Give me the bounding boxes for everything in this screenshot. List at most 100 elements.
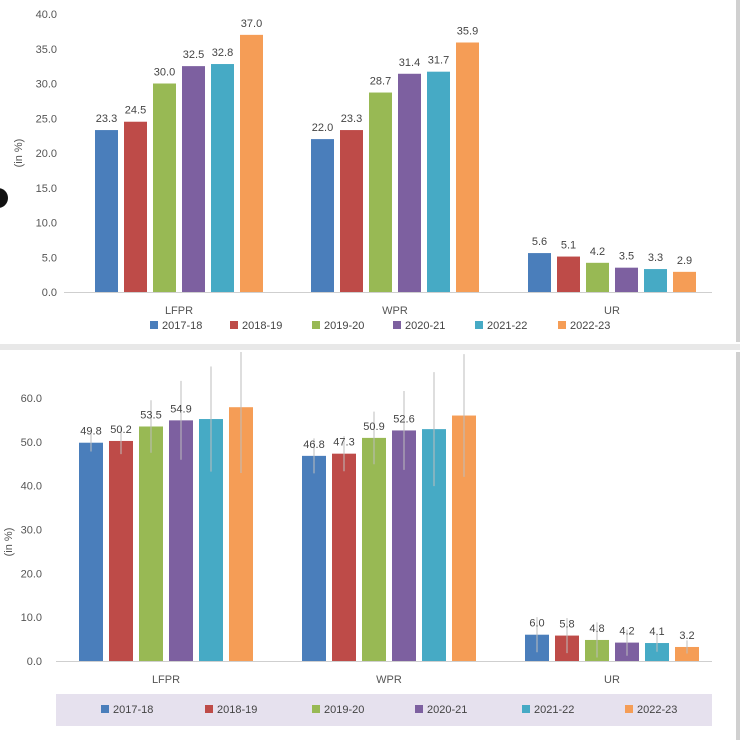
data-label: 6.0 bbox=[529, 618, 544, 630]
bar bbox=[153, 83, 176, 292]
y-tick-label: 40.0 bbox=[36, 9, 57, 21]
bar bbox=[456, 42, 479, 293]
y-tick-label: 25.0 bbox=[36, 113, 57, 125]
data-label: 4.2 bbox=[619, 626, 634, 638]
bar-chart-top: 0.0 5.0 10.0 15.0 20.0 25.0 30.0 35.0 40.0 (in %)… bbox=[13, 9, 712, 332]
legend-band bbox=[56, 694, 712, 726]
bar bbox=[362, 437, 386, 661]
panel-edge-top bbox=[736, 0, 740, 342]
data-label: 23.3 bbox=[341, 113, 362, 125]
legend-label: 2020-21 bbox=[427, 704, 467, 716]
y-tick-label: 10.0 bbox=[21, 612, 42, 624]
bar bbox=[95, 130, 118, 292]
legend-label: 2019-20 bbox=[324, 704, 364, 716]
data-label: 4.1 bbox=[649, 626, 664, 638]
bar bbox=[644, 269, 667, 292]
data-label: 49.8 bbox=[80, 426, 101, 438]
legend-swatch bbox=[475, 321, 483, 329]
data-label: 32.5 bbox=[183, 49, 204, 61]
data-label: 31.7 bbox=[428, 55, 449, 67]
data-label: 50.2 bbox=[110, 424, 131, 436]
data-label: 28.7 bbox=[370, 76, 391, 88]
category-label: WPR bbox=[382, 305, 408, 317]
category-label: WPR bbox=[376, 674, 402, 686]
y-tick-label: 20.0 bbox=[21, 568, 42, 580]
chart-panel-top: 0.0 5.0 10.0 15.0 20.0 25.0 30.0 35.0 40.0 (in %)… bbox=[0, 0, 740, 342]
legend-label: 2022-23 bbox=[570, 320, 610, 332]
legend-swatch bbox=[150, 321, 158, 329]
legend-label: 2017-18 bbox=[113, 704, 153, 716]
data-label: 24.5 bbox=[125, 105, 146, 117]
y-tick-label: 40.0 bbox=[21, 481, 42, 493]
y-tick-label: 0.0 bbox=[42, 287, 57, 299]
data-label: 54.9 bbox=[170, 403, 191, 415]
y-axis-label: (in %) bbox=[3, 528, 15, 557]
bar-chart-bottom: 0.0 10.0 20.0 30.0 40.0 50.0 60.0 (in %) 49.8 46.… bbox=[3, 352, 712, 726]
panel-divider bbox=[0, 344, 740, 350]
bar bbox=[139, 426, 163, 661]
data-label: 2.9 bbox=[677, 255, 692, 267]
data-label: 50.9 bbox=[363, 421, 384, 433]
legend-swatch bbox=[415, 705, 423, 713]
y-tick-label: 30.0 bbox=[36, 79, 57, 91]
bar bbox=[332, 453, 356, 661]
legend-label: 2018-19 bbox=[242, 320, 282, 332]
legend-swatch bbox=[312, 705, 320, 713]
bar bbox=[557, 256, 580, 292]
bar bbox=[182, 66, 205, 292]
legend-swatch bbox=[558, 321, 566, 329]
bar bbox=[675, 646, 699, 661]
data-label: 31.4 bbox=[399, 57, 420, 69]
panel-edge-bottom bbox=[736, 352, 740, 740]
category-label: UR bbox=[604, 674, 620, 686]
bar bbox=[79, 442, 103, 661]
bar bbox=[311, 139, 334, 292]
bar bbox=[673, 271, 696, 292]
chart-panel-bottom: 0.0 10.0 20.0 30.0 40.0 50.0 60.0 (in %) 49.8 46.… bbox=[0, 352, 740, 740]
y-tick-label: 50.0 bbox=[21, 437, 42, 449]
y-tick-label: 10.0 bbox=[36, 218, 57, 230]
data-label: 4.2 bbox=[590, 246, 605, 258]
legend-swatch bbox=[312, 321, 320, 329]
data-label: 3.2 bbox=[679, 630, 694, 642]
bar bbox=[528, 253, 551, 292]
bar bbox=[340, 130, 363, 292]
slider-dot-icon bbox=[0, 188, 8, 208]
legend-swatch bbox=[393, 321, 401, 329]
bar bbox=[615, 267, 638, 292]
category-label: LFPR bbox=[152, 674, 180, 686]
data-label: 37.0 bbox=[241, 18, 262, 30]
legend-label: 2021-22 bbox=[487, 320, 527, 332]
data-label: 3.5 bbox=[619, 251, 634, 263]
category-label: LFPR bbox=[165, 305, 193, 317]
legend-label: 2018-19 bbox=[217, 704, 257, 716]
data-label: 53.5 bbox=[140, 409, 161, 421]
data-label: 35.9 bbox=[457, 25, 478, 37]
y-tick-label: 15.0 bbox=[36, 183, 57, 195]
data-label: 22.0 bbox=[312, 122, 333, 134]
bar bbox=[109, 440, 133, 661]
y-axis-label: (in %) bbox=[13, 139, 25, 168]
bar bbox=[427, 71, 450, 292]
legend-swatch bbox=[230, 321, 238, 329]
legend-label: 2017-18 bbox=[162, 320, 202, 332]
bar bbox=[369, 92, 392, 292]
legend-swatch bbox=[625, 705, 633, 713]
data-label: 5.1 bbox=[561, 240, 576, 252]
y-tick-label: 60.0 bbox=[21, 393, 42, 405]
bar bbox=[586, 262, 609, 292]
data-label: 5.6 bbox=[532, 236, 547, 248]
bar bbox=[211, 64, 234, 292]
legend-label: 2022-23 bbox=[637, 704, 677, 716]
bar bbox=[398, 73, 421, 293]
y-tick-label: 30.0 bbox=[21, 525, 42, 537]
bar bbox=[645, 643, 669, 661]
legend-swatch bbox=[205, 705, 213, 713]
bar bbox=[240, 34, 263, 292]
legend-swatch bbox=[522, 705, 530, 713]
y-tick-label: 35.0 bbox=[36, 44, 57, 56]
y-tick-label: 5.0 bbox=[42, 252, 57, 264]
legend-label: 2021-22 bbox=[534, 704, 574, 716]
legend-swatch bbox=[101, 705, 109, 713]
legend-label: 2019-20 bbox=[324, 320, 364, 332]
